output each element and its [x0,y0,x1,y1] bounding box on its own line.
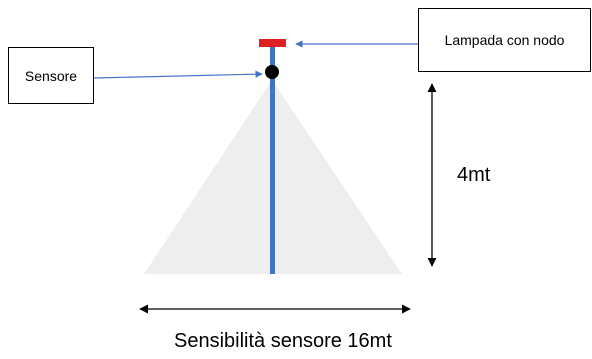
height-label: 4mt [457,164,491,186]
sensor-label-box: Sensore [8,47,94,104]
lamp-label: Lampada con nodo [444,32,565,48]
lamp-pole [270,42,275,274]
sensor-dot [265,65,279,79]
sensor-label: Sensore [24,67,78,84]
lamp-head [259,39,286,47]
range-label: Sensibilità sensore 16mt [174,330,392,352]
lamp-label-box: Lampada con nodo [418,8,591,72]
sensor-pointer-arrow [93,70,263,79]
